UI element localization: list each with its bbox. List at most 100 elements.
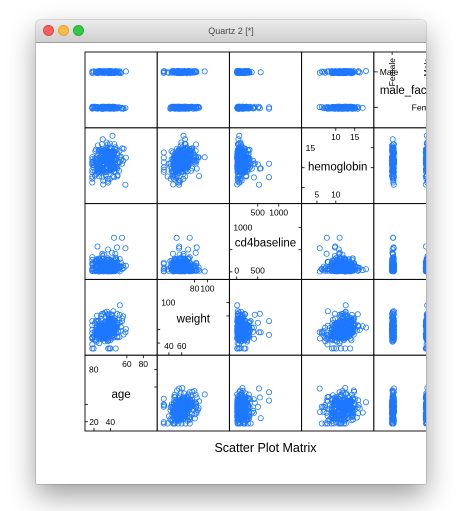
- data-point: [181, 104, 188, 111]
- data-point: [173, 69, 180, 76]
- data-point: [196, 173, 203, 180]
- data-point: [105, 179, 112, 186]
- zoom-button[interactable]: [73, 25, 84, 36]
- data-point: [323, 234, 330, 241]
- window-title: Quartz 2 [*]: [208, 26, 254, 36]
- close-button[interactable]: [43, 25, 54, 36]
- data-point: [89, 156, 96, 163]
- data-point: [160, 149, 167, 156]
- data-point: [160, 168, 167, 175]
- data-point: [201, 268, 208, 275]
- data-point: [102, 172, 109, 179]
- data-point: [98, 105, 105, 112]
- data-point: [109, 105, 116, 112]
- data-point: [362, 266, 369, 273]
- data-point: [336, 104, 343, 111]
- data-point: [336, 234, 343, 241]
- data-point: [348, 104, 355, 111]
- data-point: [316, 409, 323, 416]
- data-point: [201, 68, 208, 75]
- data-point: [89, 173, 96, 180]
- data-point: [256, 310, 263, 317]
- data-point: [175, 103, 182, 110]
- data-point: [161, 166, 168, 173]
- data-point: [318, 68, 325, 75]
- data-point: [266, 318, 273, 325]
- data-point: [245, 105, 252, 112]
- data-point: [322, 104, 329, 111]
- data-point: [109, 132, 116, 139]
- data-point: [107, 144, 114, 151]
- data-point: [241, 104, 248, 111]
- data-point: [187, 68, 194, 75]
- data-point: [102, 155, 109, 162]
- window-titlebar[interactable]: Quartz 2 [*]: [36, 20, 426, 43]
- data-point: [173, 234, 180, 241]
- data-point: [344, 105, 351, 112]
- data-point: [324, 308, 331, 315]
- data-point: [176, 68, 183, 75]
- data-point: [236, 69, 243, 76]
- data-point: [193, 244, 200, 251]
- data-point: [108, 162, 115, 169]
- data-point: [337, 69, 344, 76]
- data-point: [98, 141, 105, 148]
- data-point: [112, 345, 119, 352]
- data-point: [98, 151, 105, 158]
- data-point: [251, 311, 258, 318]
- data-point: [160, 395, 167, 402]
- data-point: [113, 146, 120, 153]
- data-point: [110, 148, 117, 155]
- data-point: [171, 172, 178, 179]
- data-point: [331, 68, 338, 75]
- minimize-button[interactable]: [58, 25, 69, 36]
- data-point: [116, 302, 123, 309]
- data-point: [355, 104, 362, 111]
- data-point: [109, 160, 116, 167]
- data-point: [180, 69, 187, 76]
- data-point: [251, 399, 258, 406]
- data-point: [122, 154, 129, 161]
- data-point: [362, 399, 369, 406]
- data-point: [94, 152, 101, 159]
- data-point: [251, 103, 258, 110]
- data-point: [238, 104, 245, 111]
- data-point: [122, 181, 129, 188]
- data-point: [112, 163, 119, 170]
- data-point: [115, 159, 122, 166]
- data-point: [193, 141, 200, 148]
- data-point: [104, 153, 111, 160]
- data-point: [100, 181, 107, 188]
- panel-frame: [373, 354, 426, 432]
- panel-frame: [373, 127, 426, 205]
- data-point: [255, 385, 262, 392]
- data-point: [192, 104, 199, 111]
- data-point: [322, 69, 329, 76]
- data-point: [89, 68, 96, 75]
- data-point: [170, 181, 177, 188]
- data-point: [117, 70, 124, 77]
- data-point: [98, 165, 105, 172]
- data-point: [89, 175, 96, 182]
- data-point: [111, 69, 118, 76]
- data-point: [389, 136, 396, 143]
- data-point: [362, 324, 369, 331]
- data-point: [89, 179, 96, 186]
- data-point: [341, 69, 348, 76]
- data-point: [257, 69, 264, 76]
- data-point: [248, 69, 255, 76]
- data-point: [333, 104, 340, 111]
- data-point: [236, 132, 243, 139]
- data-point: [192, 249, 199, 256]
- data-point: [180, 175, 187, 182]
- data-point: [242, 345, 249, 352]
- data-point: [389, 234, 396, 241]
- data-point: [185, 246, 192, 253]
- data-point: [186, 234, 193, 241]
- panel-frame: [228, 51, 303, 129]
- data-point: [179, 69, 186, 76]
- data-point: [265, 397, 272, 404]
- data-point: [255, 103, 262, 110]
- data-point: [234, 302, 241, 309]
- data-point: [195, 103, 202, 110]
